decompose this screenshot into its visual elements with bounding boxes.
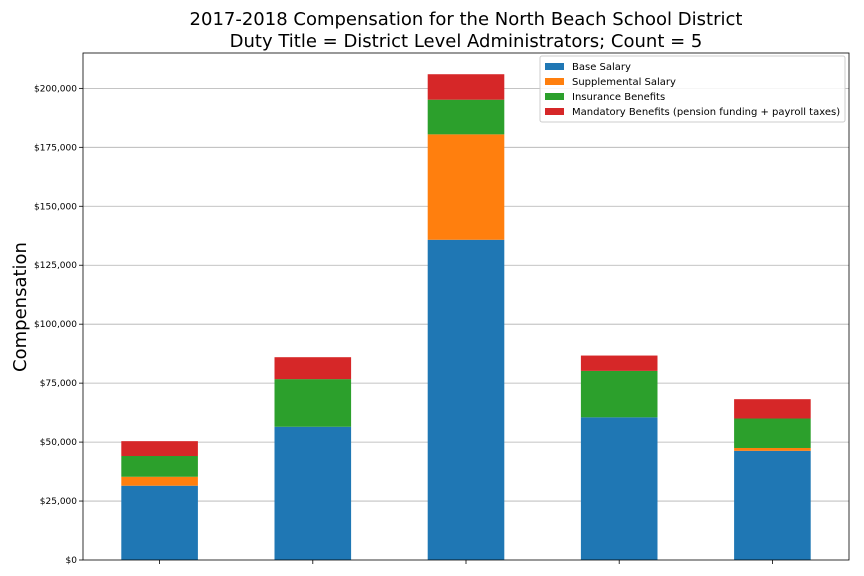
legend-swatch	[545, 93, 564, 100]
legend-swatch	[545, 108, 564, 115]
bar-segment	[580, 370, 658, 418]
legend-label: Base Salary	[572, 62, 631, 73]
bar-segment	[427, 134, 505, 240]
bar-segment	[734, 399, 811, 419]
legend-box	[539, 55, 846, 123]
bar-segment	[580, 417, 658, 560]
bar-segment	[580, 355, 658, 371]
chart-subtitle: Duty Title = District Level Administrato…	[230, 31, 703, 52]
y-tick-label: $0	[66, 556, 78, 566]
bar-segment	[427, 239, 505, 560]
bar-segment	[121, 441, 198, 457]
legend-swatch	[545, 63, 564, 70]
legend-label: Insurance Benefits	[572, 92, 665, 103]
legend: Base Salary Supplemental Salary Insurance …	[539, 55, 846, 123]
y-axis-label: Compensation	[10, 242, 31, 372]
bar-segment	[274, 379, 352, 427]
legend-label: Mandatory Benefits (pension funding + pa…	[572, 107, 840, 118]
bar-segment	[427, 74, 505, 100]
bar-segment	[274, 426, 352, 560]
bar-segment	[121, 456, 198, 477]
chart-title: 2017-2018 Compensation for the North Bea…	[190, 9, 743, 30]
y-tick-label: $25,000	[40, 497, 77, 507]
bar-segment	[734, 450, 811, 560]
y-tick-label: $75,000	[40, 379, 77, 389]
legend-label: Supplemental Salary	[572, 77, 676, 88]
axes: $0 $25,000 $50,000 $75,000 $100,000 $125,000 $…	[34, 52, 850, 566]
legend-swatch	[545, 78, 564, 85]
bar-segment	[121, 476, 198, 486]
bar-segment	[734, 447, 811, 451]
bar-segment	[121, 485, 198, 560]
y-tick-label: $50,000	[40, 438, 77, 448]
y-tick-label: $125,000	[34, 261, 77, 271]
bar-segment	[427, 99, 505, 135]
y-tick-label: $100,000	[34, 320, 77, 330]
y-tick-label: $175,000	[34, 143, 77, 153]
y-tick-label: $200,000	[34, 84, 77, 94]
plot-frame	[82, 52, 850, 561]
bar-segment	[734, 418, 811, 448]
bars	[121, 74, 811, 560]
y-tick-label: $150,000	[34, 202, 77, 212]
bar-segment	[274, 357, 352, 380]
